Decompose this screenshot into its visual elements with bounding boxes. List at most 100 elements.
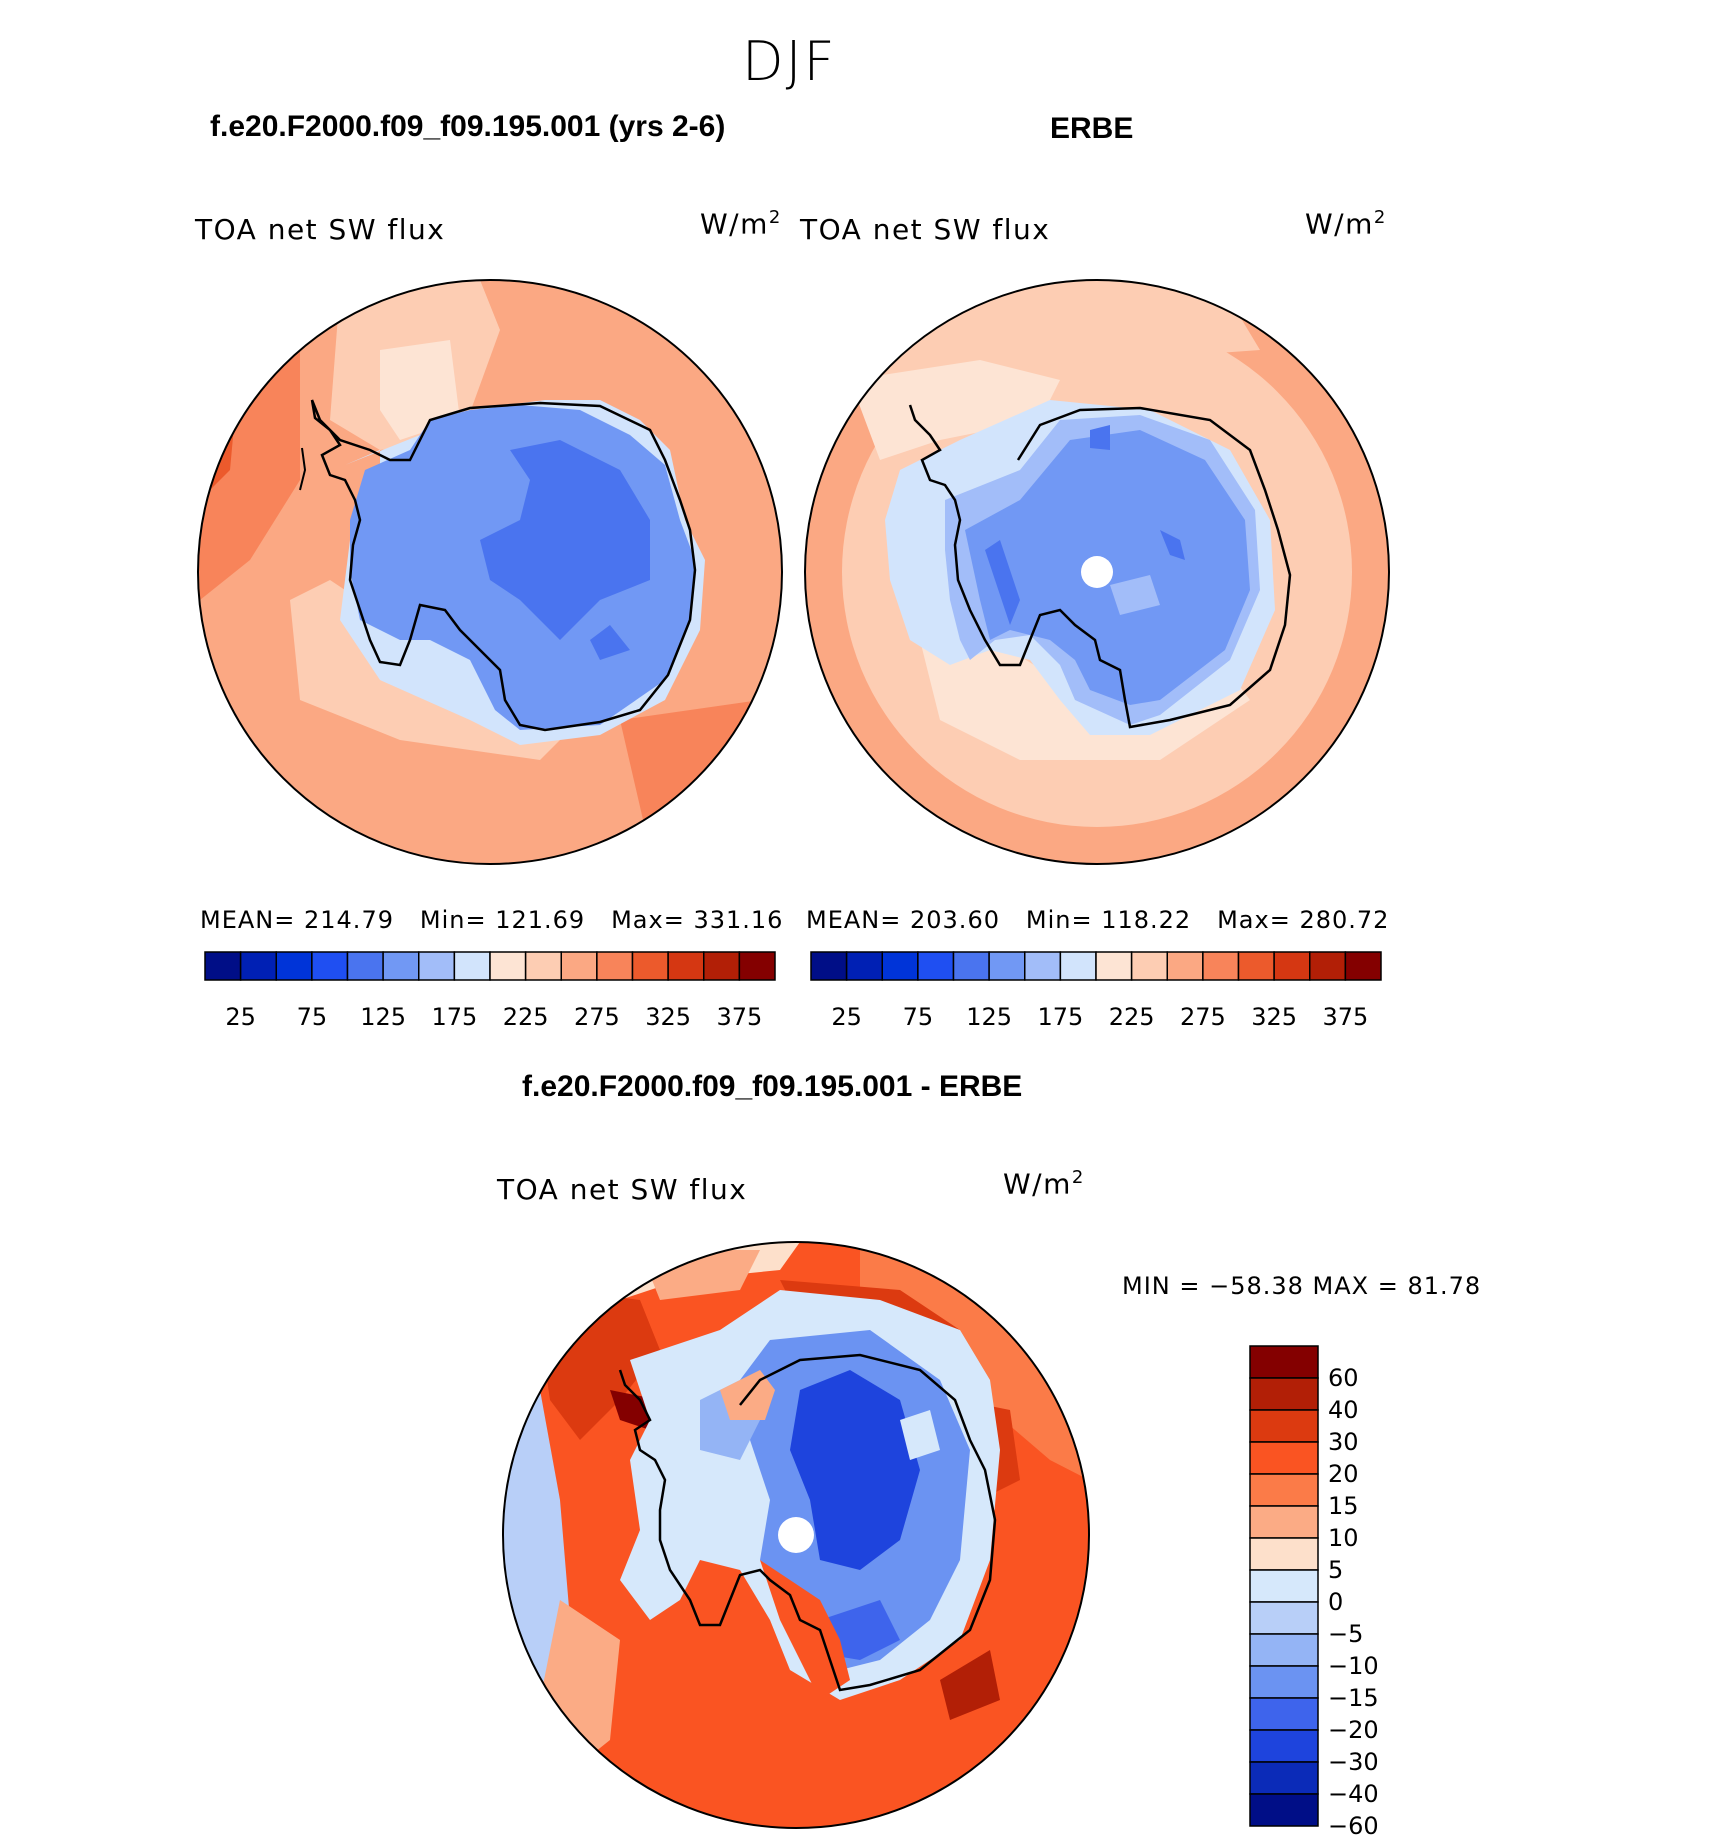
model-variable-label: TOA net SW flux <box>195 213 446 246</box>
obs-colorbar-swatch <box>1130 951 1168 981</box>
diff-units-label: W/m2 <box>1003 1167 1085 1201</box>
diff-stats: MIN = −58.38 MAX = 81.78 <box>1122 1272 1482 1300</box>
model-colorbar-swatch <box>346 951 384 981</box>
model-colorbar: 25 75 125 175 225 275 325 375 <box>204 951 776 1031</box>
model-map-border <box>197 279 783 865</box>
diff-colorbar-swatch <box>1249 1569 1319 1603</box>
model-colorbar-swatch <box>489 951 527 981</box>
obs-colorbar-swatch <box>917 951 955 981</box>
diff-map-border <box>502 1241 1090 1829</box>
diff-colorbar-swatch <box>1249 1761 1319 1795</box>
model-colorbar-swatch <box>418 951 456 981</box>
model-units-label: W/m2 <box>700 207 782 241</box>
diff-colorbar-tick-label: −20 <box>1328 1716 1379 1744</box>
diff-colorbar-tick-label: −10 <box>1328 1652 1379 1680</box>
obs-colorbar-swatch <box>1166 951 1204 981</box>
diff-variable-label: TOA net SW flux <box>497 1173 748 1206</box>
obs-stats: MEAN= 203.60 Min= 118.22 Max= 280.72 <box>806 906 1390 934</box>
obs-colorbar-swatch <box>1202 951 1240 981</box>
diff-colorbar-swatch <box>1249 1633 1319 1667</box>
model-colorbar-swatch <box>275 951 313 981</box>
obs-colorbar-tick-label: 325 <box>1251 1003 1297 1031</box>
diff-panel-title: f.e20.F2000.f09_f09.195.001 - ERBE <box>522 1070 1023 1103</box>
model-colorbar-swatch <box>239 951 277 981</box>
diff-colorbar-swatch <box>1249 1793 1319 1827</box>
diff-colorbar-tick-label: 0 <box>1328 1588 1343 1616</box>
diff-colorbar-tick-label: 60 <box>1328 1364 1359 1392</box>
obs-colorbar-swatch <box>1095 951 1133 981</box>
diff-colorbar-tick-label: −40 <box>1328 1780 1379 1808</box>
diff-colorbar-swatch <box>1249 1345 1319 1379</box>
model-colorbar-tick-label: 75 <box>297 1003 328 1031</box>
obs-colorbar-swatch <box>1024 951 1062 981</box>
diff-colorbar-swatch <box>1249 1409 1319 1443</box>
obs-colorbar-swatch <box>1309 951 1347 981</box>
obs-colorbar-swatch <box>1344 951 1382 981</box>
model-colorbar-swatch <box>738 951 776 981</box>
diff-colorbar-swatch <box>1249 1505 1319 1539</box>
obs-colorbar-tick-label: 225 <box>1109 1003 1155 1031</box>
diff-colorbar-tick-label: 10 <box>1328 1524 1359 1552</box>
model-map <box>198 280 782 864</box>
obs-colorbar-tick-label: 175 <box>1037 1003 1083 1031</box>
model-colorbar-tick-label: 375 <box>716 1003 762 1031</box>
model-panel-title: f.e20.F2000.f09_f09.195.001 (yrs 2-6) <box>210 110 726 143</box>
diff-colorbar-tick-label: −5 <box>1328 1620 1363 1648</box>
model-colorbar-swatch <box>703 951 741 981</box>
obs-panel-title: ERBE <box>1050 112 1134 145</box>
obs-map <box>805 280 1389 864</box>
model-colorbar-swatch <box>596 951 634 981</box>
diff-colorbar-tick-label: 15 <box>1328 1492 1359 1520</box>
model-colorbar-tick-label: 325 <box>645 1003 691 1031</box>
diff-colorbar-tick-label: −15 <box>1328 1684 1379 1712</box>
obs-colorbar-tick-label: 25 <box>831 1003 862 1031</box>
obs-variable-label: TOA net SW flux <box>800 213 1051 246</box>
obs-colorbar-swatch <box>952 951 990 981</box>
obs-colorbar-swatch <box>1059 951 1097 981</box>
diff-colorbar-swatch <box>1249 1697 1319 1731</box>
model-colorbar-swatch <box>453 951 491 981</box>
diff-colorbar-swatch <box>1249 1665 1319 1699</box>
obs-colorbar-tick-label: 75 <box>903 1003 934 1031</box>
model-colorbar-swatch <box>382 951 420 981</box>
diff-colorbar-tick-label: 40 <box>1328 1396 1359 1424</box>
model-colorbar-swatch <box>204 951 242 981</box>
obs-colorbar-swatch <box>1273 951 1311 981</box>
model-colorbar-swatch <box>667 951 705 981</box>
obs-colorbar-swatch <box>1237 951 1275 981</box>
obs-map-border <box>804 279 1390 865</box>
obs-colorbar-tick-label: 375 <box>1322 1003 1368 1031</box>
model-colorbar-tick-label: 25 <box>225 1003 256 1031</box>
obs-units-label: W/m2 <box>1305 207 1387 241</box>
obs-colorbar-swatch <box>845 951 883 981</box>
obs-colorbar: 25 75 125 175 225 275 325 375 <box>810 951 1382 1031</box>
diff-colorbar-swatch <box>1249 1729 1319 1763</box>
obs-colorbar-swatch <box>988 951 1026 981</box>
diff-colorbar-swatch <box>1249 1537 1319 1571</box>
diff-colorbar-swatch <box>1249 1473 1319 1507</box>
season-title: DJF <box>742 30 837 93</box>
model-colorbar-tick-label: 225 <box>503 1003 549 1031</box>
diff-colorbar-tick-label: 20 <box>1328 1460 1359 1488</box>
model-colorbar-swatch <box>631 951 669 981</box>
diff-colorbar-tick-label: −30 <box>1328 1748 1379 1776</box>
model-stats: MEAN= 214.79 Min= 121.69 Max= 331.16 <box>200 906 784 934</box>
diff-colorbar-swatch <box>1249 1601 1319 1635</box>
model-colorbar-tick-label: 175 <box>431 1003 477 1031</box>
obs-colorbar-tick-label: 125 <box>966 1003 1012 1031</box>
obs-colorbar-swatch <box>810 951 848 981</box>
obs-colorbar-tick-label: 275 <box>1180 1003 1226 1031</box>
diff-colorbar-tick-label: 5 <box>1328 1556 1343 1584</box>
diff-map <box>503 1242 1089 1828</box>
model-colorbar-swatch <box>311 951 349 981</box>
diff-colorbar-tick-label: 30 <box>1328 1428 1359 1456</box>
diff-colorbar-swatch <box>1249 1441 1319 1475</box>
diff-colorbar-tick-label: −60 <box>1328 1812 1379 1840</box>
model-colorbar-swatch <box>524 951 562 981</box>
model-colorbar-tick-label: 275 <box>574 1003 620 1031</box>
diff-colorbar: 60 40 30 20 15 10 5 0 −5 −10 −15 −20 −30 −40 −60 <box>1249 1345 1379 1840</box>
model-colorbar-tick-label: 125 <box>360 1003 406 1031</box>
model-colorbar-swatch <box>560 951 598 981</box>
obs-colorbar-swatch <box>881 951 919 981</box>
